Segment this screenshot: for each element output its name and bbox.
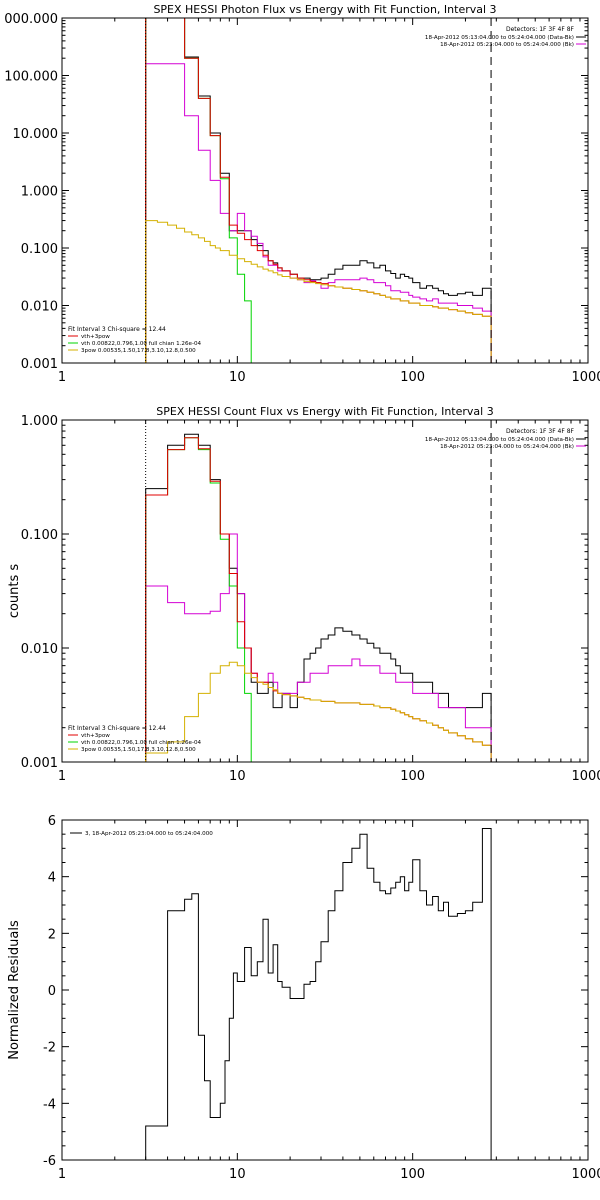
- plot-frame: [61, 819, 589, 1161]
- y-tick-label: -2: [43, 1041, 56, 1056]
- series-line-4: [145, 220, 492, 363]
- legend-entry-label: vth 0.00822,0.796,1.00 full chian 1.26e-…: [81, 740, 202, 746]
- legend-fit-heading: Fit Interval 3 Chi-square = 12.44: [68, 326, 166, 333]
- series-line-3: [145, 18, 492, 363]
- legend-entry-label: 18-Apr-2012 05:23:04.000 to 05:24:04.000…: [440, 42, 574, 48]
- plot-area: [145, 828, 492, 1160]
- plot-frame: [61, 17, 589, 364]
- y-axis-label: counts s: [7, 564, 22, 619]
- legend-entry-label: 18-Apr-2012 05:13:04.000 to 05:24:04.000…: [425, 35, 574, 41]
- legend-entry-label: vth+3pow: [81, 334, 110, 340]
- x-tick-label: 1: [58, 370, 66, 385]
- y-tick-label: 000.000: [4, 12, 58, 27]
- y-tick-label: 100.000: [4, 70, 58, 85]
- legend-entry-label: 18-Apr-2012 05:13:04.000 to 05:24:04.000…: [425, 437, 574, 443]
- y-axis-label: Normalized Residuals: [7, 920, 22, 1060]
- y-tick-label: 1.000: [21, 185, 58, 200]
- photon-flux-panel: SPEX HESSI Photon Flux vs Energy with Fi…: [4, 3, 600, 385]
- chart-title: SPEX HESSI Count Flux vs Energy with Fit…: [156, 405, 493, 418]
- plot-area: [145, 433, 492, 762]
- y-tick-label: 4: [48, 871, 56, 886]
- legend-entry-label: 3pow 0.00535,1.50,17.8,3.10,12.8,0.500: [81, 348, 196, 354]
- y-tick-label: 0.001: [21, 357, 58, 372]
- series-line-2: [145, 18, 258, 363]
- y-tick-label: 0.100: [21, 528, 58, 543]
- count-flux-panel: SPEX HESSI Count Flux vs Energy with Fit…: [7, 405, 600, 784]
- y-tick-label: 0.100: [21, 242, 58, 257]
- series-line-0: [145, 433, 492, 762]
- y-tick-label: 0.010: [21, 642, 58, 657]
- series-line-4: [145, 661, 492, 762]
- series-line-0: [145, 828, 492, 1160]
- x-tick-label: 100: [400, 370, 425, 385]
- plot-area: [145, 18, 492, 363]
- y-tick-label: -4: [43, 1097, 56, 1112]
- y-tick-label: 6: [48, 814, 56, 829]
- y-tick-label: 2: [48, 927, 56, 942]
- y-tick-label: 10.000: [13, 127, 59, 142]
- chart-title: SPEX HESSI Photon Flux vs Energy with Fi…: [153, 3, 496, 16]
- legend-entry-label: 3pow 0.00535,1.50,17.8,3.10,12.8,0.500: [81, 747, 196, 753]
- x-tick-label: 10: [229, 370, 246, 385]
- series-line-0: [145, 18, 492, 363]
- y-tick-label: 0.010: [21, 300, 58, 315]
- legend-entry-label: vth+3pow: [81, 733, 110, 739]
- legend-entry-label: 18-Apr-2012 05:23:04.000 to 05:24:04.000…: [440, 444, 574, 450]
- legend-detectors: Detectors: 1F 3F 4F 8F: [506, 26, 575, 33]
- series-line-1: [145, 63, 492, 363]
- series-line-3: [145, 437, 492, 762]
- y-tick-label: -6: [43, 1154, 56, 1169]
- y-tick-label: 0.001: [21, 756, 58, 771]
- x-tick-label: 1: [58, 769, 66, 784]
- legend-entry-label: vth 0.00822,0.796,1.00 full chian 1.26e-…: [81, 341, 202, 347]
- x-tick-label: 1: [58, 1167, 66, 1182]
- y-tick-label: 0: [48, 984, 56, 999]
- legend-fit-heading: Fit Interval 3 Chi-square = 12.44: [68, 725, 166, 732]
- y-tick-label: 1.000: [21, 414, 58, 429]
- x-tick-label: 100: [400, 769, 425, 784]
- plot-frame: [61, 419, 589, 763]
- x-tick-label: 10: [229, 1167, 246, 1182]
- x-tick-label: 10: [229, 769, 246, 784]
- x-tick-label: 100: [400, 1167, 425, 1182]
- legend-entry-label: 3, 18-Apr-2012 05:23:04.000 to 05:24:04.…: [85, 831, 213, 837]
- series-line-1: [145, 533, 492, 762]
- legend-detectors: Detectors: 1F 3F 4F 8F: [506, 428, 575, 435]
